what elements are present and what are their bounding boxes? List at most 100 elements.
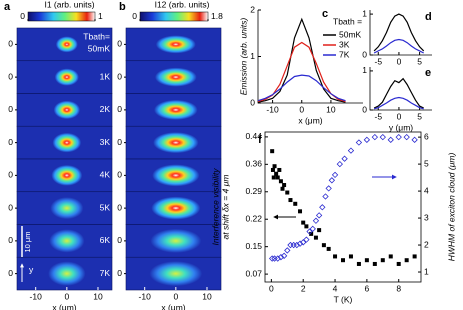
colorbar-tick-label: 1.8 (211, 11, 223, 21)
y-axis-label: at shift δx = 4 μm (220, 175, 230, 240)
colorbar (139, 11, 209, 22)
x-tick-label: 5 (417, 56, 422, 66)
axis (369, 10, 432, 56)
plot-frame (264, 131, 422, 283)
y-tick-label: 1 (250, 51, 255, 61)
colorbar (27, 11, 96, 22)
data-point (379, 133, 386, 141)
data-point (312, 217, 320, 224)
y-axis-label: y (29, 264, 34, 274)
x-tick-label: -5 (374, 56, 382, 66)
data-point (319, 204, 326, 211)
y-tick-label: 2 (424, 239, 429, 249)
emission-spot (51, 164, 83, 186)
frame-y-tick-label: 0 (8, 268, 13, 278)
frame-y-tick-label: 0 (8, 170, 13, 180)
frame-title: Tbath= (83, 31, 110, 41)
data-point (280, 186, 285, 191)
data-point (396, 261, 401, 266)
panel-letter: c (322, 8, 328, 20)
data-point (412, 254, 417, 259)
data-point (355, 139, 363, 146)
data-point (280, 252, 288, 259)
frame-y-tick-label: 0 (117, 137, 122, 147)
emission-spot (54, 68, 79, 86)
emission-spot (151, 196, 201, 220)
y-tick-label: 2 (250, 4, 255, 14)
data-point (403, 133, 410, 141)
frame-y-tick-label: 0 (8, 137, 13, 147)
y-tick-label: 1 (424, 266, 429, 276)
x-tick-label: -5 (374, 111, 382, 121)
x-tick-label: 2 (301, 283, 306, 293)
x-tick-label: 10 (326, 104, 336, 114)
data-point (326, 246, 331, 251)
line-series (373, 13, 425, 52)
line-series (257, 17, 346, 103)
data-point (372, 261, 377, 266)
y-tick-label: 0.22 (245, 213, 262, 223)
data-point (387, 136, 394, 143)
frame-y-tick-label: 0 (117, 202, 122, 212)
panel-letter: d (425, 11, 432, 23)
emission-spot (154, 99, 198, 120)
frame-label: 4K (100, 170, 111, 180)
x-axis-label: x (μm) (52, 302, 76, 310)
data-point (285, 190, 290, 195)
emission-spot (52, 132, 82, 153)
data-point (270, 167, 275, 172)
data-point (275, 175, 280, 180)
frame-y-tick-label: 0 (8, 104, 13, 114)
frame-label: 3K (100, 137, 111, 147)
data-point (315, 212, 323, 219)
frame-y-tick-label: 0 (8, 235, 13, 245)
emission-spot (155, 35, 196, 54)
colorbar-tick-label: 0 (132, 11, 137, 21)
frame-y-tick-label: 0 (117, 235, 122, 245)
x-tick-label: 5 (417, 111, 422, 121)
frame-label: 6K (100, 235, 111, 245)
x-axis-label: y (μm) (389, 122, 413, 132)
x-tick-label: 0 (299, 104, 304, 114)
data-point (271, 175, 276, 180)
data-point (306, 228, 313, 235)
panel-letter: a (4, 1, 11, 13)
data-point (277, 167, 282, 172)
data-point (347, 147, 355, 154)
data-point (303, 236, 310, 243)
line-series (373, 38, 424, 54)
frame-label: 2K (100, 104, 111, 114)
data-point (328, 177, 336, 184)
x-tick-label: 10 (93, 291, 103, 301)
emission-spot (53, 100, 81, 120)
data-point (296, 240, 304, 247)
data-point (272, 164, 277, 169)
line-series (373, 96, 424, 110)
x-tick-label: -10 (30, 291, 43, 301)
data-point (331, 171, 339, 179)
data-point (268, 255, 276, 262)
y-axis-label: Interference visibility (210, 168, 220, 246)
x-axis-label: x (μm) (161, 302, 185, 310)
data-point (270, 149, 275, 154)
frame-y-tick-label: 0 (117, 104, 122, 114)
data-point (356, 261, 361, 266)
frame-y-tick-label: 0 (117, 39, 122, 49)
x-tick-label: -10 (139, 291, 152, 301)
data-point (348, 254, 353, 259)
y-tick-label: 0 (250, 97, 255, 107)
y-tick-label: 1 (362, 65, 367, 75)
data-point (317, 228, 322, 233)
axis (369, 67, 432, 111)
emission-spot (149, 261, 203, 287)
data-point (395, 133, 402, 141)
data-point (309, 225, 316, 233)
data-point (274, 171, 279, 176)
data-point (313, 235, 318, 240)
x-tick-label: -10 (266, 104, 279, 114)
data-point (325, 185, 332, 192)
legend-label: 7K (339, 49, 350, 59)
line-series (257, 41, 346, 103)
x-tick-label: 0 (173, 291, 178, 301)
